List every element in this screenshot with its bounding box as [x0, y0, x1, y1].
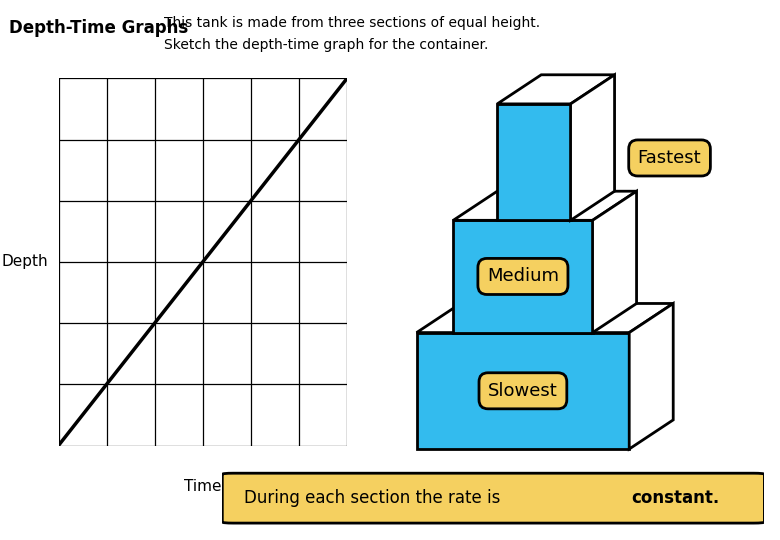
Text: Time: Time	[184, 479, 222, 494]
Polygon shape	[571, 75, 615, 220]
Polygon shape	[453, 220, 593, 333]
Text: Depth-Time Graphs: Depth-Time Graphs	[9, 19, 189, 37]
Text: This tank is made from three sections of equal height.: This tank is made from three sections of…	[164, 16, 540, 30]
Polygon shape	[629, 303, 673, 449]
Text: Depth: Depth	[2, 254, 48, 269]
Polygon shape	[417, 303, 673, 333]
Text: Slowest: Slowest	[488, 382, 558, 400]
Text: constant.: constant.	[632, 489, 720, 507]
FancyBboxPatch shape	[222, 473, 764, 523]
Polygon shape	[453, 191, 636, 220]
Text: During each section the rate is: During each section the rate is	[244, 489, 505, 507]
Polygon shape	[593, 191, 636, 333]
Text: Medium: Medium	[487, 267, 559, 286]
Text: Fastest: Fastest	[638, 149, 701, 167]
Polygon shape	[498, 104, 571, 220]
Polygon shape	[498, 75, 615, 104]
Polygon shape	[417, 333, 629, 449]
Text: Sketch the depth-time graph for the container.: Sketch the depth-time graph for the cont…	[164, 38, 488, 52]
